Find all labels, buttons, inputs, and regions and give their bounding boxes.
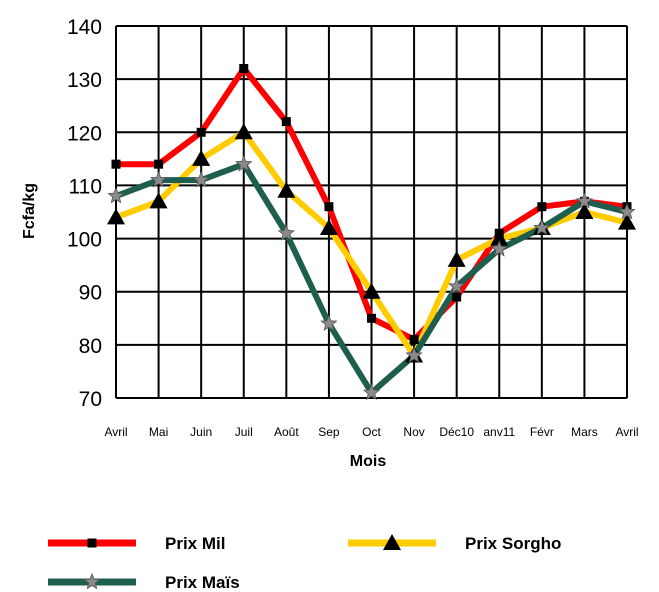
legend-marker [83, 572, 101, 590]
x-tick-label: Juin [190, 425, 212, 439]
data-point [575, 203, 594, 219]
x-tick-label: Mars [571, 425, 598, 439]
data-point [319, 218, 338, 235]
data-point [192, 171, 210, 188]
data-point [324, 202, 334, 212]
data-point [618, 202, 636, 220]
x-tick-label: Sep [318, 425, 340, 439]
data-point [196, 127, 206, 137]
x-tick-label: Août [274, 425, 299, 439]
legend-marker [383, 534, 401, 550]
data-point [281, 117, 291, 127]
data-point [107, 187, 125, 204]
y-tick-labels: 70 80 90 100 110 120 130 140 [67, 16, 102, 411]
x-tick-label: Nov [403, 425, 424, 439]
data-point [235, 155, 253, 172]
data-point [149, 192, 168, 209]
grid-lines [115, 25, 628, 399]
x-tick-labels: Avril Mai Juin Juil Août Sep Oct Nov Déc10 anv11 F… [104, 425, 638, 439]
y-tick-label: 120 [67, 122, 102, 145]
data-point [320, 314, 338, 331]
data-point [192, 149, 211, 166]
x-tick-label: Mai [149, 425, 168, 439]
data-point [239, 64, 249, 74]
data-point [277, 224, 295, 241]
data-point [452, 292, 462, 302]
data-point [618, 213, 636, 230]
x-tick-label: Avril [104, 425, 127, 439]
legend-marker [87, 538, 97, 548]
data-point [277, 181, 296, 198]
y-tick-label: 80 [79, 335, 102, 358]
y-tick-label: 130 [67, 69, 102, 92]
legend-label: Prix Maïs [165, 573, 240, 592]
data-point [149, 171, 168, 188]
x-tick-label: Avril [615, 425, 638, 439]
y-tick-label: 70 [79, 388, 102, 411]
x-tick-label: Déc10 [439, 425, 474, 439]
data-point [447, 250, 466, 267]
x-tick-label: Oct [362, 425, 381, 439]
x-tick-label: anv11 [483, 425, 515, 439]
data-point [405, 346, 423, 363]
legend-label: Prix Mil [165, 534, 225, 553]
y-tick-label: 90 [79, 282, 102, 305]
data-point [409, 335, 419, 345]
x-tick-label: Févr [530, 425, 554, 439]
legend: Prix Mil Prix Sorgho Prix Maïs [48, 534, 561, 592]
data-point [575, 192, 594, 209]
data-point [533, 218, 551, 236]
data-point [490, 229, 509, 246]
y-tick-label: 140 [67, 16, 102, 39]
x-axis-title: Mois [350, 453, 387, 470]
y-tick-label: 110 [69, 175, 102, 198]
data-point [537, 202, 547, 212]
y-axis-title: Fcfa/kg [21, 183, 38, 239]
series-markers [107, 64, 636, 401]
data-point [362, 282, 381, 299]
data-point [362, 383, 381, 401]
legend-label: Prix Sorgho [465, 534, 561, 553]
data-point [490, 240, 508, 257]
data-point [111, 159, 121, 169]
data-point [154, 159, 164, 169]
x-tick-label: Juil [235, 425, 253, 439]
data-point [367, 313, 376, 323]
data-point [107, 208, 125, 225]
data-point [234, 123, 253, 140]
data-point [448, 277, 466, 294]
y-tick-label: 100 [67, 229, 102, 252]
